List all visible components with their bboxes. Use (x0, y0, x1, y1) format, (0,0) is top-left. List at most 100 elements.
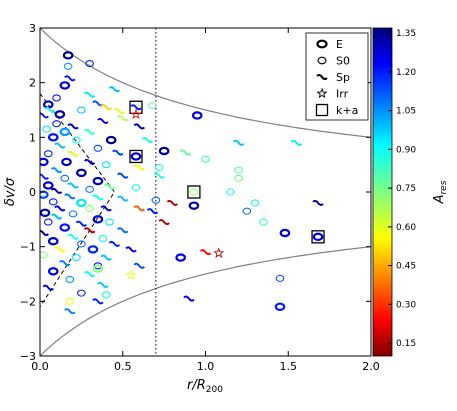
marker-lenticular (42, 125, 51, 133)
marker-lenticular (72, 136, 81, 144)
x-tick-label: 1.0 (197, 360, 215, 373)
marker-lenticular (259, 218, 268, 226)
y-tick-label: 0 (29, 186, 36, 199)
marker-spiral (50, 167, 63, 174)
marker-kplusa-box (311, 230, 325, 244)
marker-spiral (54, 246, 66, 253)
marker-lenticular (242, 207, 252, 215)
marker-spiral (67, 182, 79, 189)
marker-spiral (44, 106, 56, 114)
marker-spiral (133, 164, 146, 171)
marker-lenticular (131, 184, 141, 192)
marker-spiral (75, 220, 88, 227)
marker-lenticular (105, 218, 114, 226)
marker-spiral (42, 284, 54, 291)
data-markers (40, 51, 325, 315)
marker-spiral (133, 262, 146, 269)
marker-lenticular (43, 150, 53, 158)
x-tick-label: 0.5 (114, 360, 132, 373)
marker-elliptical (188, 201, 200, 210)
marker-kplusa-box (129, 149, 143, 164)
marker-spiral (100, 254, 112, 261)
marker-elliptical (59, 81, 71, 90)
colorbar-tick-label: 0.60 (396, 223, 416, 233)
marker-elliptical (47, 133, 59, 142)
marker-lenticular (52, 94, 61, 102)
marker-spiral (103, 183, 116, 190)
marker-elliptical (158, 146, 170, 156)
x-axis-label: r/R200 (187, 378, 223, 395)
colorbar-gradient (372, 27, 393, 357)
legend-label: Sp (336, 71, 350, 84)
marker-spiral (83, 270, 96, 278)
marker-spiral (117, 115, 129, 122)
marker-elliptical (130, 152, 142, 161)
marker-elliptical (312, 232, 324, 242)
marker-spiral (83, 158, 96, 165)
marker-spiral (130, 104, 142, 111)
marker-lenticular (101, 291, 111, 299)
marker-spiral (100, 205, 112, 212)
marker-lenticular (148, 102, 157, 110)
marker-spiral (199, 249, 212, 256)
marker-spiral (108, 86, 121, 93)
marker-lenticular (40, 251, 48, 259)
colorbar-ticks: 0.15 0.30 0.45 0.60 0.75 0.90 1.05 1.20 1.35 (388, 29, 416, 349)
colorbar-tick-label: 0.30 (396, 300, 416, 310)
marker-spiral (146, 208, 159, 215)
marker-lenticular (60, 174, 70, 182)
marker-kplusa-box (187, 185, 201, 199)
y-tick-label: 3 (29, 22, 36, 35)
marker-lenticular (225, 188, 235, 196)
colorbar-tick-label: 0.75 (396, 184, 416, 194)
marker-elliptical (92, 215, 104, 224)
marker-elliptical (40, 208, 51, 217)
marker-spiral (50, 187, 63, 194)
y-tick-label: 2 (29, 77, 36, 90)
marker-lenticular (98, 234, 108, 243)
y-tick-label: −2 (20, 295, 36, 308)
marker-spiral (153, 172, 165, 179)
legend-marker-lenticular (317, 56, 327, 65)
caustic-lower-line (40, 246, 371, 356)
marker-lenticular (93, 144, 103, 152)
marker-lenticular (101, 161, 111, 169)
legend-label: E (336, 38, 343, 51)
legend-marker-spiral (316, 73, 328, 81)
x-tick-label: 1.5 (280, 360, 298, 373)
marker-spiral (108, 240, 121, 247)
marker-lenticular (234, 166, 243, 174)
marker-elliptical (47, 236, 59, 246)
marker-spiral (67, 123, 79, 130)
marker-elliptical (191, 111, 203, 120)
marker-spiral (179, 149, 192, 156)
marker-lenticular (77, 289, 86, 297)
legend-label: k+a (336, 104, 358, 117)
marker-spiral (133, 205, 146, 212)
marker-irregular (125, 269, 137, 280)
marker-lenticular (77, 240, 86, 248)
marker-spiral (117, 195, 129, 202)
marker-spiral (64, 193, 76, 200)
marker-spiral (83, 128, 96, 135)
legend-label: Irr (336, 88, 349, 101)
marker-lenticular (72, 254, 81, 262)
marker-spiral (100, 104, 112, 111)
marker-elliptical (274, 302, 286, 311)
marker-spiral (232, 139, 245, 146)
marker-elliptical (42, 181, 54, 190)
marker-lenticular (250, 199, 260, 207)
marker-elliptical (87, 245, 99, 254)
marker-spiral (64, 308, 76, 315)
y-tick-label: −1 (20, 241, 36, 254)
marker-irregular (130, 108, 142, 120)
marker-elliptical (61, 157, 72, 167)
colorbar-tick-label: 0.90 (396, 145, 416, 155)
marker-lenticular (77, 106, 86, 114)
marker-lenticular (85, 185, 94, 193)
y-axis-ticks: −3 −2 −1 0 1 2 3 (20, 22, 371, 363)
marker-spiral (54, 205, 66, 212)
marker-spiral (117, 172, 129, 179)
marker-lenticular (52, 120, 61, 128)
